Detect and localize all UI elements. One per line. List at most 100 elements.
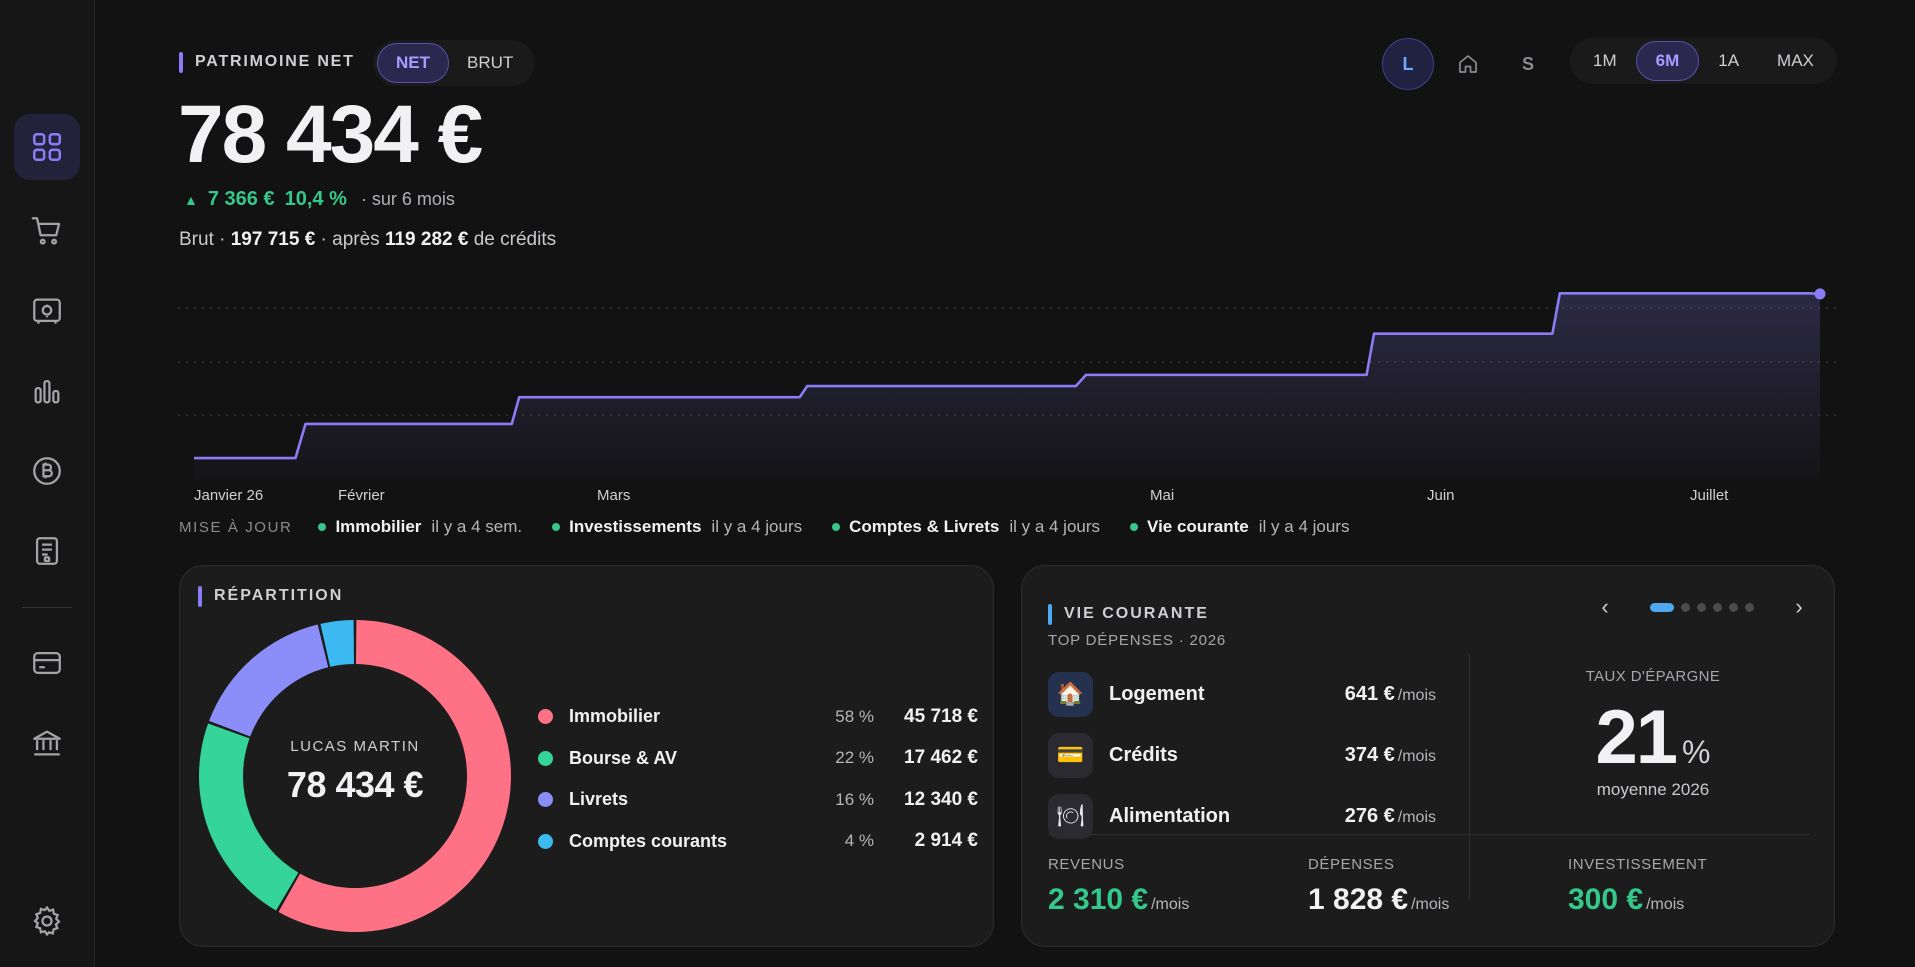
legend-name: Comptes courants (569, 830, 728, 851)
mode-brut-button[interactable]: BRUT (467, 53, 514, 72)
net-worth-chart[interactable] (178, 270, 1838, 480)
card-icon (33, 651, 61, 675)
legend-row-livrets[interactable]: Livrets 16 % 12 340 € (538, 779, 978, 821)
vertical-divider (1469, 654, 1470, 900)
view-home-button[interactable] (1442, 38, 1494, 90)
sidebar-item-banks[interactable] (14, 710, 80, 776)
legend-dot (538, 833, 553, 849)
expense-row-alimentation[interactable]: 🍽 Alimentation 276 €/mois (1048, 793, 1436, 839)
expense-name: Alimentation (1109, 804, 1231, 827)
legend-row-comptes[interactable]: Comptes courants 4 % 2 914 € (538, 821, 978, 863)
sidebar-item-crypto[interactable] (14, 438, 80, 504)
sidebar-item-safe[interactable] (14, 278, 80, 344)
expense-row-credits[interactable]: 💳 Crédits 374 €/mois (1048, 732, 1436, 778)
vie-courante-title: VIE COURANTE (1064, 605, 1209, 622)
total-revenus: REVENUS 2 310 €/mois (1048, 856, 1189, 917)
legend-pct: 22 % (835, 748, 874, 768)
period-max-button[interactable]: MAX (1777, 51, 1814, 70)
chart-end-point[interactable] (1814, 288, 1826, 300)
update-item-time: il y a 4 jours (1258, 517, 1350, 536)
credit-card-icon: 💳 (1048, 732, 1093, 778)
view-l-button[interactable]: L (1382, 38, 1434, 90)
status-dot (552, 523, 561, 531)
savings-rate-value: 21% (1595, 695, 1711, 780)
pager-dot[interactable] (1729, 602, 1738, 612)
legend-value: 2 914 € (914, 830, 978, 852)
sidebar-item-cards[interactable] (14, 630, 80, 696)
period-selector: 1M 6M 1A MAX (1570, 38, 1837, 84)
brut-value: 197 715 € (230, 229, 316, 250)
sidebar-item-stats[interactable] (14, 358, 80, 424)
donut-slice-2[interactable] (209, 624, 329, 737)
allocation-donut[interactable] (197, 618, 513, 934)
chart-svg (178, 288, 1838, 480)
allocation-legend: Immobilier 58 % 45 718 € Bourse & AV 22 … (538, 696, 978, 862)
delta-percent: 10,4 % (284, 188, 347, 210)
card-accent-bar (198, 586, 202, 607)
bitcoin-icon (33, 457, 61, 485)
period-1a-button[interactable]: 1A (1718, 51, 1740, 70)
chart-line (194, 292, 1821, 460)
total-label: DÉPENSES (1308, 856, 1395, 873)
legend-dot (538, 792, 553, 808)
plate-icon: 🍽 (1048, 793, 1093, 839)
pager-next-button[interactable]: › (1795, 594, 1803, 619)
update-item-name: Vie courante (1147, 517, 1249, 536)
title-accent-bar (179, 52, 183, 73)
trend-up-icon: ▲ (184, 191, 198, 208)
legend-row-bourse[interactable]: Bourse & AV 22 % 17 462 € (538, 738, 978, 780)
donut-slice-1[interactable] (198, 723, 299, 911)
legend-value: 12 340 € (904, 788, 978, 810)
top-expenses-subtitle: TOP DÉPENSES · 2026 (1048, 632, 1227, 649)
pager-dot[interactable] (1681, 602, 1690, 612)
view-s-button[interactable]: S (1521, 53, 1534, 74)
legend-name: Immobilier (569, 706, 661, 727)
delta-amount: 7 366 € (207, 188, 275, 210)
mode-net-button[interactable]: NET (377, 43, 449, 83)
update-item-time: il y a 4 jours (1009, 517, 1101, 536)
expense-value: 641 €/mois (1344, 682, 1436, 705)
update-status-row: MISE À JOUR Immobilier il y a 4 sem. Inv… (179, 517, 1379, 537)
update-item-name: Immobilier (335, 517, 422, 536)
status-dot (832, 523, 841, 531)
card-pager: ‹ › (1592, 594, 1812, 620)
pager-dot[interactable] (1650, 602, 1674, 612)
legend-row-immobilier[interactable]: Immobilier 58 % 45 718 € (538, 696, 978, 738)
pager-dot[interactable] (1745, 602, 1754, 612)
pager-dot[interactable] (1697, 602, 1706, 612)
x-tick-label: Juin (1427, 487, 1455, 504)
expense-value: 374 €/mois (1344, 743, 1436, 766)
update-item-vie-courante[interactable]: Vie courante il y a 4 jours (1130, 517, 1349, 537)
donut-slice-0[interactable] (278, 620, 511, 932)
x-tick-label: Février (338, 487, 385, 504)
x-tick-label: Juillet (1690, 487, 1729, 504)
legend-pct: 16 % (835, 789, 874, 809)
pager-dot[interactable] (1713, 602, 1722, 612)
update-item-immobilier[interactable]: Immobilier il y a 4 sem. (318, 517, 522, 537)
sidebar-item-receipts[interactable] (14, 518, 80, 584)
update-item-comptes-livrets[interactable]: Comptes & Livrets il y a 4 jours (832, 517, 1100, 537)
pager-prev-button[interactable]: ‹ (1601, 594, 1609, 619)
sidebar (0, 0, 95, 967)
status-dot (318, 523, 327, 531)
safe-icon (33, 298, 61, 324)
sidebar-item-settings[interactable] (14, 888, 80, 954)
repartition-card: RÉPARTITION LUCAS MARTIN 78 434 € Immobi… (179, 565, 994, 947)
legend-dot (538, 750, 553, 766)
donut-slice-3[interactable] (320, 620, 354, 667)
legend-value: 17 462 € (904, 747, 978, 769)
sidebar-item-dashboard[interactable] (14, 114, 80, 180)
legend-name: Bourse & AV (569, 747, 678, 768)
credits-suffix: de crédits (473, 229, 557, 250)
expense-value: 276 €/mois (1344, 804, 1436, 827)
delta-period: · sur 6 mois (360, 189, 455, 209)
credits-value: 119 282 € (384, 229, 469, 250)
update-item-investissements[interactable]: Investissements il y a 4 jours (552, 517, 802, 537)
sidebar-item-cart[interactable] (14, 198, 80, 264)
donut-owner: LUCAS MARTIN (290, 738, 420, 755)
period-1m-button[interactable]: 1M (1593, 51, 1617, 70)
expense-row-logement[interactable]: 🏠 Logement 641 €/mois (1048, 671, 1436, 717)
home-icon (1459, 55, 1477, 73)
expense-name: Logement (1109, 682, 1205, 705)
period-6m-button[interactable]: 6M (1635, 41, 1700, 81)
